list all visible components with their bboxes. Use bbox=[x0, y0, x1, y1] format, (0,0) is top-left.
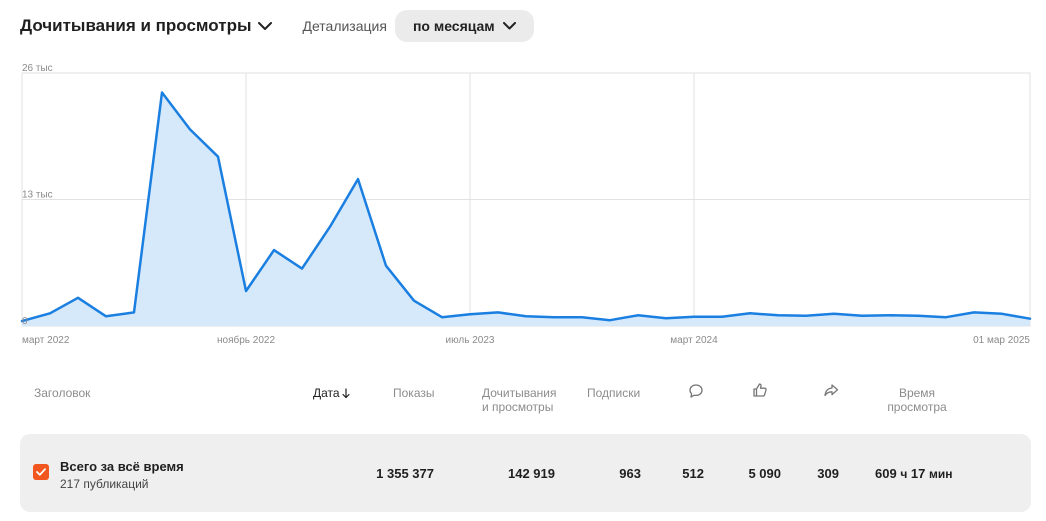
total-comments: 512 bbox=[682, 466, 704, 481]
chevron-down-icon bbox=[258, 21, 273, 31]
time-minutes-unit: мин bbox=[929, 467, 953, 481]
period-dropdown-label: по месяцам bbox=[412, 18, 495, 34]
time-hours: 609 bbox=[875, 466, 897, 481]
comment-icon[interactable] bbox=[688, 383, 704, 399]
total-watch-time: 609 ч 17 мин bbox=[875, 466, 953, 481]
toolbar: Дочитывания и просмотры Детализация по м… bbox=[20, 10, 534, 42]
table-header: Заголовок Дата Показы Дочитывания и прос… bbox=[0, 382, 1046, 422]
x-tick-label: июль 2023 bbox=[446, 335, 495, 346]
checkmark-icon bbox=[36, 463, 46, 481]
metric-dropdown[interactable]: Дочитывания и просмотры bbox=[20, 16, 273, 36]
header-time-line2: просмотра bbox=[887, 400, 947, 414]
detail-label: Детализация bbox=[302, 18, 387, 34]
header-time-line1: Время bbox=[898, 386, 936, 400]
series-area bbox=[22, 92, 1030, 326]
total-reads: 142 919 bbox=[508, 466, 555, 481]
total-row[interactable]: Всего за всё время 217 публикаций 1 355 … bbox=[20, 434, 1031, 512]
total-subtitle: 217 публикаций bbox=[60, 477, 149, 491]
x-tick-label: ноябрь 2022 bbox=[217, 334, 275, 346]
x-tick-label: 01 мар 2025 bbox=[973, 335, 1030, 346]
y-tick-label: 0 bbox=[22, 316, 28, 327]
total-impressions: 1 355 377 bbox=[376, 466, 434, 481]
series-line bbox=[20, 91, 1032, 323]
header-subs[interactable]: Подписки bbox=[587, 386, 641, 400]
total-likes: 5 090 bbox=[748, 466, 781, 481]
header-reads-line2: и просмотры bbox=[482, 400, 554, 414]
total-shares: 309 bbox=[817, 466, 839, 481]
views-chart: 0 13 тыс 26 тыс март 2022 ноябрь 2022 июль 20… bbox=[20, 63, 1032, 346]
header-reads[interactable]: Дочитывания и просмотры bbox=[482, 386, 557, 414]
time-minutes: 17 bbox=[910, 466, 926, 481]
y-tick-label: 13 тыс bbox=[22, 190, 53, 201]
total-checkbox[interactable] bbox=[33, 464, 49, 480]
header-watch-time[interactable]: Время просмотра bbox=[887, 386, 947, 414]
total-title: Всего за всё время bbox=[60, 459, 184, 474]
like-icon[interactable] bbox=[752, 382, 768, 398]
total-subs: 963 bbox=[619, 466, 641, 481]
header-impressions[interactable]: Показы bbox=[393, 386, 435, 400]
y-tick-label: 26 тыс bbox=[22, 63, 53, 74]
x-tick-label: март 2022 bbox=[22, 335, 70, 346]
share-icon[interactable] bbox=[823, 382, 839, 398]
chevron-down-icon bbox=[502, 22, 516, 30]
time-hours-unit: ч bbox=[900, 467, 908, 481]
x-tick-label: март 2024 bbox=[670, 335, 718, 346]
header-date[interactable]: Дата bbox=[313, 386, 350, 400]
header-title[interactable]: Заголовок bbox=[34, 386, 91, 400]
metric-dropdown-label: Дочитывания и просмотры bbox=[20, 16, 252, 35]
arrow-down-icon bbox=[341, 387, 350, 399]
header-date-label: Дата bbox=[313, 386, 340, 400]
period-dropdown[interactable]: по месяцам bbox=[394, 10, 534, 42]
header-reads-line1: Дочитывания bbox=[482, 386, 557, 400]
